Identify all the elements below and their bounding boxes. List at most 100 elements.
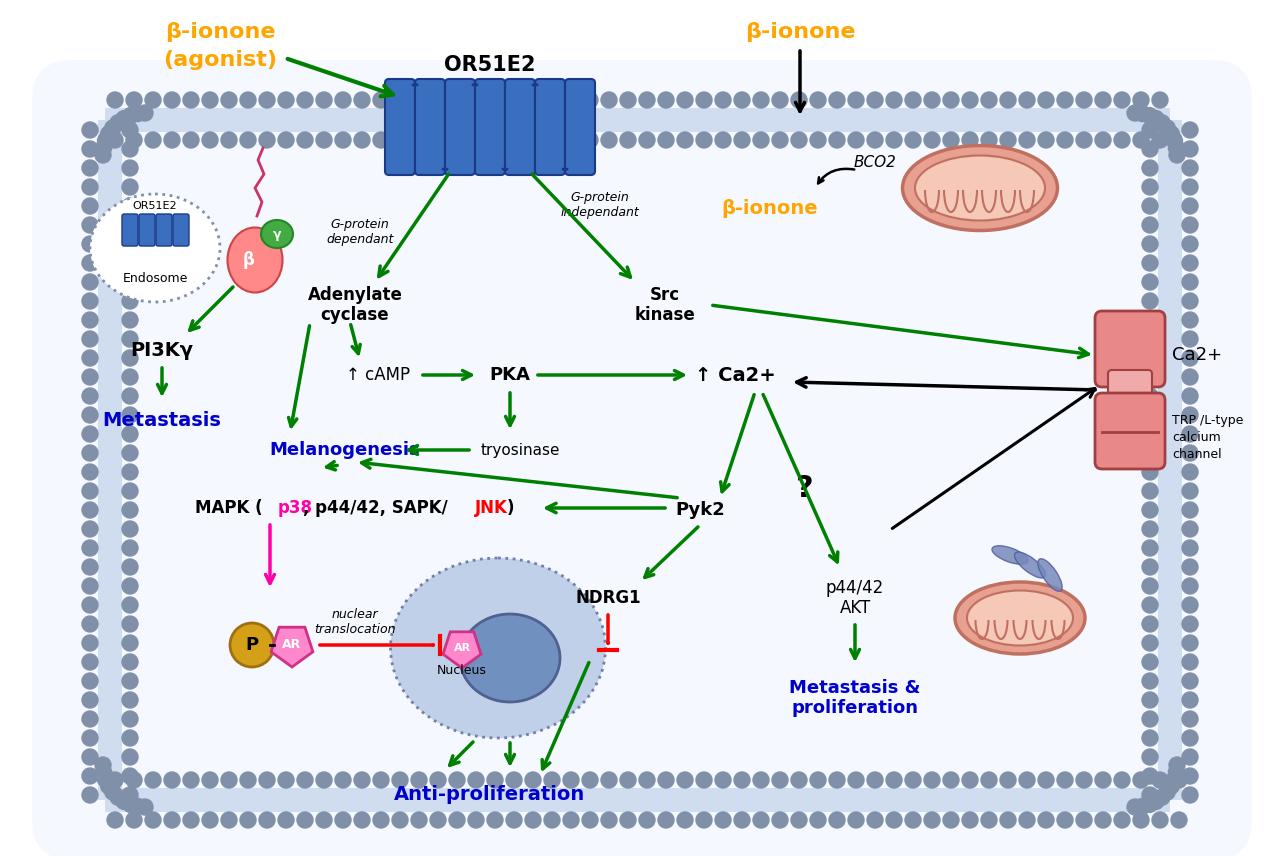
Text: OR51E2: OR51E2 [133,201,178,211]
Circle shape [110,789,125,805]
Circle shape [449,132,465,148]
Circle shape [963,772,978,788]
Circle shape [221,772,237,788]
Circle shape [1142,559,1158,575]
Circle shape [145,812,161,828]
Circle shape [791,92,806,108]
FancyBboxPatch shape [1158,120,1181,800]
Circle shape [677,92,692,108]
FancyBboxPatch shape [1094,311,1165,387]
Circle shape [392,132,408,148]
Circle shape [82,198,99,214]
Circle shape [123,796,138,812]
Circle shape [1142,388,1158,404]
Circle shape [943,132,959,148]
Circle shape [108,772,123,788]
Circle shape [658,772,675,788]
Circle shape [1181,160,1198,176]
Circle shape [82,768,99,784]
Circle shape [886,812,902,828]
Circle shape [122,673,138,689]
Circle shape [1142,198,1158,214]
Circle shape [867,772,883,788]
Circle shape [116,110,132,127]
Circle shape [639,772,655,788]
Circle shape [1181,635,1198,651]
Circle shape [486,812,503,828]
Text: TRP /L-type: TRP /L-type [1172,413,1243,426]
Text: ↑ Ca2+: ↑ Ca2+ [695,366,776,384]
Ellipse shape [1015,552,1046,578]
Circle shape [1169,757,1185,773]
Circle shape [122,768,138,784]
Circle shape [582,92,598,108]
Ellipse shape [966,591,1073,645]
Circle shape [1134,105,1151,122]
Circle shape [468,772,484,788]
Text: PI3Kγ: PI3Kγ [131,341,193,360]
Circle shape [221,132,237,148]
Circle shape [82,597,99,613]
Circle shape [1142,108,1157,123]
Circle shape [1142,293,1158,309]
Circle shape [82,559,99,575]
Circle shape [506,772,522,788]
Circle shape [1171,812,1187,828]
Circle shape [1181,711,1198,727]
Circle shape [1057,92,1073,108]
Circle shape [82,654,99,670]
Circle shape [1152,812,1169,828]
Circle shape [849,92,864,108]
Circle shape [316,772,332,788]
Circle shape [1181,787,1198,803]
Circle shape [1152,132,1169,148]
Circle shape [122,578,138,594]
FancyBboxPatch shape [99,120,122,800]
Circle shape [297,812,314,828]
Circle shape [1155,115,1170,131]
Circle shape [122,293,138,309]
Circle shape [980,812,997,828]
Circle shape [544,132,561,148]
Circle shape [716,772,731,788]
Text: Src
kinase: Src kinase [635,286,695,324]
Text: Nucleus: Nucleus [436,663,486,676]
Circle shape [82,122,99,138]
FancyBboxPatch shape [140,214,155,246]
Circle shape [202,92,218,108]
Circle shape [122,787,138,803]
Circle shape [980,132,997,148]
Circle shape [430,92,445,108]
Circle shape [620,92,636,108]
Circle shape [924,132,940,148]
Circle shape [122,540,138,556]
Circle shape [82,730,99,746]
Circle shape [486,92,503,108]
FancyBboxPatch shape [385,79,415,175]
Circle shape [1142,464,1158,480]
Circle shape [82,274,99,290]
Circle shape [1142,141,1158,157]
Circle shape [1181,521,1198,537]
Circle shape [202,132,218,148]
Circle shape [1181,407,1198,423]
Circle shape [108,92,123,108]
Circle shape [1155,789,1170,805]
Text: (agonist): (agonist) [163,50,276,70]
Circle shape [602,812,617,828]
Circle shape [1142,730,1158,746]
Circle shape [1181,616,1198,632]
Circle shape [696,812,712,828]
Circle shape [122,388,138,404]
Circle shape [1057,132,1073,148]
Circle shape [316,92,332,108]
Circle shape [97,771,114,788]
Circle shape [1142,711,1158,727]
Circle shape [355,92,370,108]
Circle shape [1181,141,1198,157]
Circle shape [1076,132,1092,148]
Circle shape [886,92,902,108]
Polygon shape [443,632,481,668]
Circle shape [677,132,692,148]
Circle shape [82,445,99,461]
